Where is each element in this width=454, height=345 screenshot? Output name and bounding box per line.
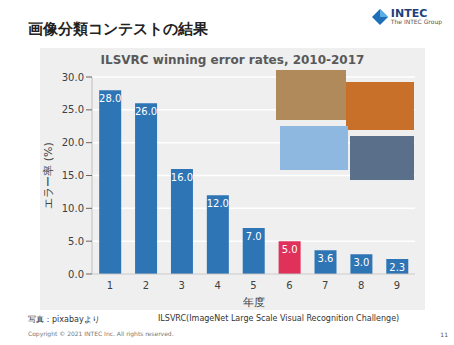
- svg-text:26.0: 26.0: [135, 106, 157, 117]
- svg-text:16.0: 16.0: [171, 172, 193, 183]
- svg-text:12.0: 12.0: [207, 198, 229, 209]
- svg-text:3.0: 3.0: [353, 257, 369, 268]
- svg-text:7.0: 7.0: [246, 231, 262, 242]
- svg-text:7: 7: [322, 280, 328, 291]
- svg-text:4: 4: [214, 280, 220, 291]
- svg-text:エラー率 (%): エラー率 (%): [42, 142, 55, 209]
- html-text:ILSVRC winning error rates, 20: ILSVRC winning error rates, 2010-2017: [100, 53, 365, 67]
- svg-text:28.0: 28.0: [99, 93, 121, 104]
- svg-text:0.0: 0.0: [68, 269, 84, 280]
- svg-text:5: 5: [250, 280, 256, 291]
- svg-text:15.0: 15.0: [62, 170, 84, 181]
- html-text:INTEC: INTEC: [390, 7, 428, 20]
- svg-text:5.0: 5.0: [68, 236, 84, 247]
- svg-text:3.6: 3.6: [318, 253, 334, 264]
- svg-text:10.0: 10.0: [62, 203, 84, 214]
- html-text:ILSVRC(ImageNet Large Scale Vi: ILSVRC(ImageNet Large Scale Visual Recog…: [158, 314, 400, 323]
- svg-text:9: 9: [394, 280, 400, 291]
- html-text:写真：pixabayより: 写真：pixabayより: [28, 315, 100, 324]
- svg-text:20.0: 20.0: [62, 137, 84, 148]
- html-text:Copyright © 2021 INTEC Inc. Al: Copyright © 2021 INTEC Inc. All rights r…: [28, 330, 174, 337]
- svg-text:8: 8: [358, 280, 364, 291]
- svg-text:25.0: 25.0: [62, 104, 84, 115]
- html-text:11: 11: [440, 331, 448, 338]
- html-text:The INTEC Group: The INTEC Group: [390, 18, 442, 25]
- html-text:画像分類コンテストの結果: 画像分類コンテストの結果: [28, 20, 208, 38]
- svg-text:30.0: 30.0: [62, 72, 84, 83]
- svg-text:6: 6: [286, 280, 292, 291]
- svg-text:5.0: 5.0: [282, 244, 298, 255]
- svg-text:2: 2: [143, 280, 149, 291]
- svg-text:年度: 年度: [243, 296, 265, 308]
- svg-text:3: 3: [179, 280, 185, 291]
- svg-text:1: 1: [107, 280, 113, 291]
- svg-text:2.3: 2.3: [389, 262, 405, 273]
